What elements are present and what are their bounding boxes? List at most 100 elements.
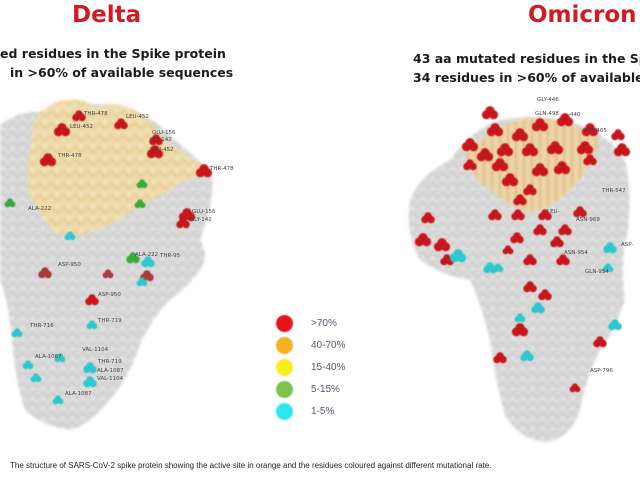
- residue-sphere: [539, 167, 549, 177]
- residue-sphere: [186, 212, 196, 222]
- residue-label: ALA-1087: [65, 391, 92, 397]
- delta-residues: [4, 110, 213, 405]
- residue-sphere: [554, 145, 564, 155]
- delta-residue-labels: THR-478LEU-452LEU-452GLU-156GLY-142GLU-4…: [28, 111, 234, 397]
- residue-sphere: [519, 316, 526, 323]
- residue-label: THR-478: [209, 166, 234, 172]
- residue-sphere: [509, 177, 519, 187]
- residue-sphere: [561, 165, 571, 175]
- residue-sphere: [539, 122, 549, 132]
- residue-sphere: [544, 212, 552, 221]
- legend-item: 40-70%: [276, 334, 345, 356]
- residue-label: ASP-405: [584, 128, 607, 134]
- residue-label: ASN-969: [576, 217, 600, 223]
- residue-label: -440: [568, 112, 581, 118]
- residue-sphere: [526, 353, 534, 362]
- residue-sphere: [27, 363, 34, 370]
- residue-sphere: [519, 197, 527, 206]
- residue-sphere: [617, 132, 625, 141]
- residue-sphere: [589, 127, 599, 137]
- residue-label: GLN-954: [585, 269, 609, 275]
- residue-sphere: [47, 157, 57, 167]
- legend-swatch-green: [276, 380, 293, 398]
- residue-label: GLU-156: [192, 209, 216, 215]
- residue-label: LEU-: [547, 209, 560, 215]
- structures: THR-478LEU-452LEU-452GLU-156GLY-142GLU-4…: [0, 97, 633, 442]
- residue-sphere: [107, 272, 114, 279]
- residue-sphere: [499, 355, 507, 364]
- legend: >70% 40-70% 15-40% 5-15% 1-5%: [276, 312, 345, 422]
- residue-sphere: [544, 292, 552, 301]
- residue-label: THR-478: [57, 153, 82, 159]
- delta-subtitle-line2: in >60% of available sequences: [10, 65, 234, 80]
- figure-caption: The structure of SARS-CoV-2 spike protei…: [10, 461, 492, 470]
- residue-sphere: [69, 234, 76, 241]
- residue-sphere: [499, 162, 509, 172]
- residue-sphere: [537, 305, 545, 314]
- residue-sphere: [494, 127, 504, 137]
- residue-sphere: [614, 322, 622, 331]
- residue-sphere: [529, 257, 537, 266]
- residue-sphere: [489, 110, 499, 120]
- residue-label: VAL-1104: [97, 376, 124, 382]
- omicron-subtitle: 43 aa mutated residues in the Sp 34 resi…: [413, 49, 640, 87]
- residue-label: ALA-1087: [97, 368, 124, 374]
- legend-item: >70%: [276, 312, 345, 334]
- omicron-protein-body: [408, 116, 630, 442]
- residue-label: THR-95: [159, 253, 181, 259]
- residue-sphere: [146, 273, 154, 282]
- residue-sphere: [507, 248, 514, 255]
- residue-sphere: [497, 266, 504, 273]
- omicron-title: Omicron: [528, 2, 637, 28]
- omicron-active-site: [465, 118, 600, 212]
- residue-label: ASP-950: [98, 292, 121, 298]
- residue-sphere: [147, 259, 155, 268]
- residue-sphere: [141, 280, 148, 287]
- residue-sphere: [78, 113, 86, 122]
- residue-sphere: [519, 132, 529, 142]
- residue-sphere: [621, 147, 631, 157]
- residue-sphere: [59, 356, 66, 363]
- residue-sphere: [155, 137, 163, 146]
- residue-sphere: [35, 376, 42, 383]
- residue-sphere: [562, 257, 570, 266]
- residue-label: ASN-954: [564, 250, 588, 256]
- residue-label: ALA-222: [28, 206, 51, 212]
- residue-sphere: [120, 121, 128, 130]
- residue-sphere: [556, 239, 564, 248]
- residue-sphere: [519, 327, 529, 337]
- legend-swatch-red: [276, 314, 293, 332]
- delta-subtitle-line1: ed residues in the Spike protein: [0, 46, 226, 61]
- residue-sphere: [516, 235, 524, 244]
- residue-sphere: [529, 284, 537, 293]
- residue-sphere: [469, 162, 477, 171]
- residue-sphere: [422, 237, 432, 247]
- residue-sphere: [574, 386, 581, 393]
- legend-swatch-cyan: [276, 402, 293, 420]
- residue-label: GLY-142: [150, 137, 172, 143]
- omicron-subtitle-line1: 43 aa mutated residues in the Sp: [413, 51, 640, 66]
- residue-sphere: [529, 147, 539, 157]
- residue-sphere: [61, 127, 71, 137]
- residue-sphere: [609, 245, 617, 254]
- residue-sphere: [9, 201, 16, 208]
- residue-label: THR-719: [97, 359, 122, 365]
- residue-sphere: [182, 220, 190, 229]
- residue-sphere: [91, 323, 98, 330]
- residue-label: GLN-498: [535, 111, 559, 117]
- delta-subtitle: ed residues in the Spike protein in >60%…: [0, 44, 233, 82]
- residue-sphere: [89, 379, 97, 388]
- residue-sphere: [141, 182, 148, 189]
- residue-sphere: [504, 147, 514, 157]
- residue-sphere: [539, 227, 547, 236]
- residue-label: THR-547: [601, 188, 626, 194]
- delta-title: Delta: [72, 2, 142, 28]
- legend-label: 15-40%: [311, 361, 346, 373]
- residue-label: THR-716: [29, 323, 54, 329]
- residue-sphere: [44, 270, 52, 279]
- residue-label: THR-719: [97, 318, 122, 324]
- legend-item: 15-40%: [276, 356, 345, 378]
- residue-sphere: [579, 209, 587, 218]
- omicron-subtitle-line2: 34 residues in >60% of available: [413, 70, 640, 85]
- residue-sphere: [494, 212, 502, 221]
